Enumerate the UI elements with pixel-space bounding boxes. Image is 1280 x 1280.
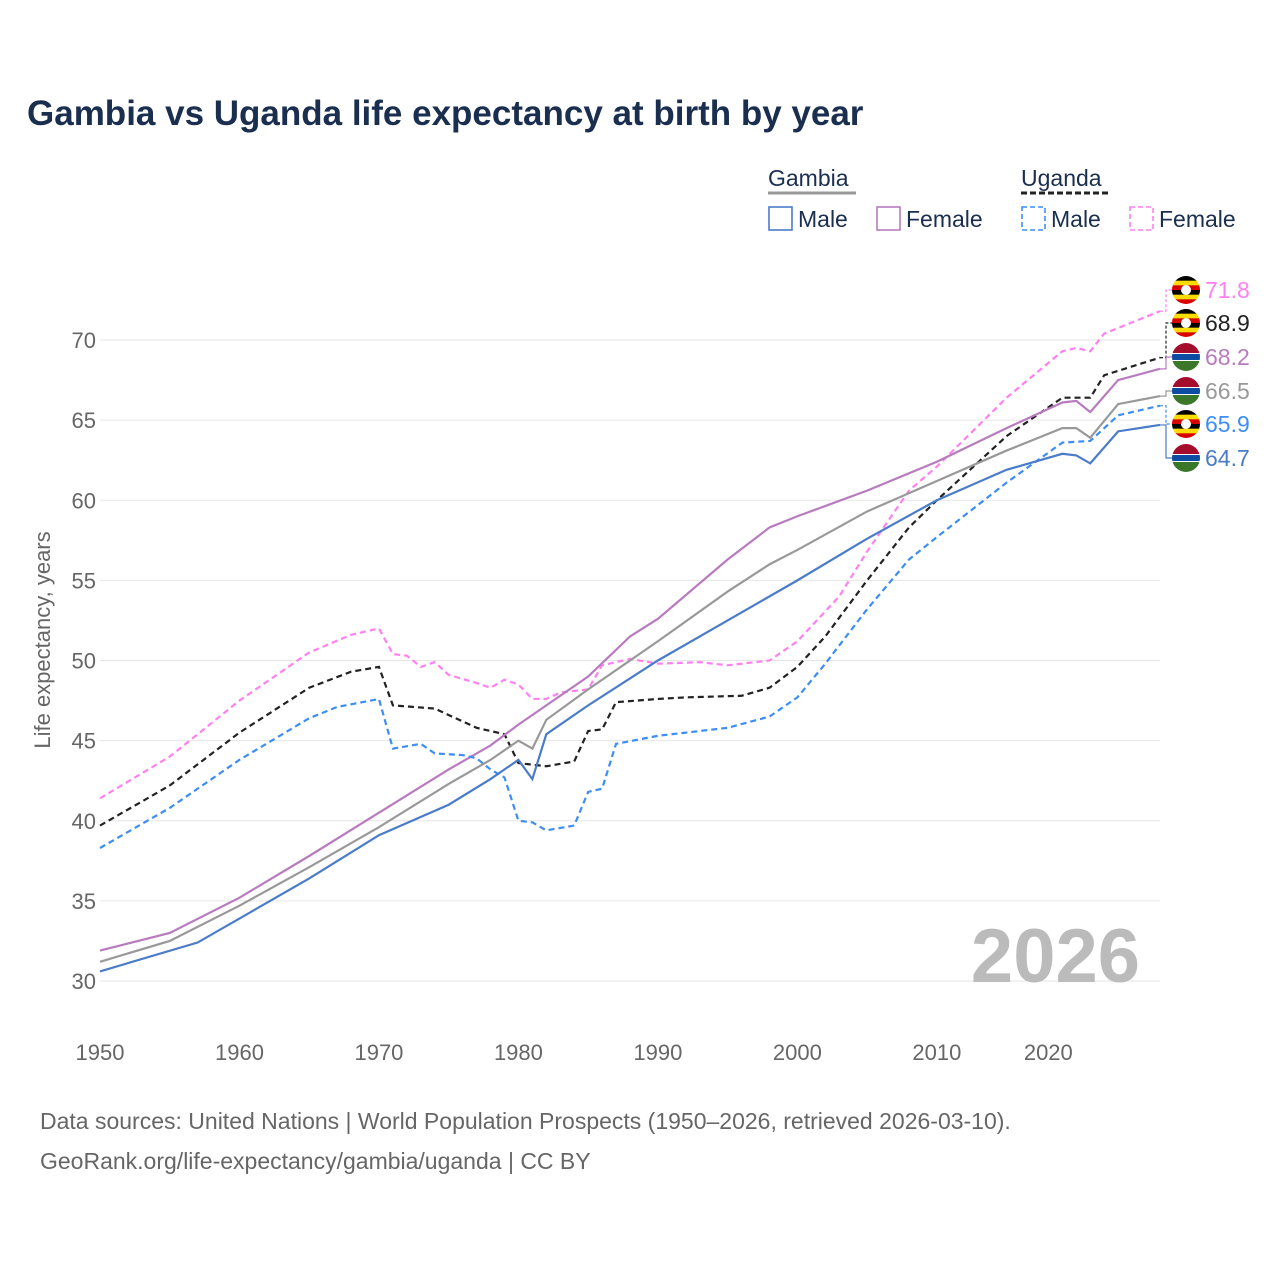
flag-stripe [1172, 309, 1200, 315]
legend-item-label: Male [1051, 206, 1101, 232]
legend-swatch [876, 206, 901, 231]
flag-emblem [1181, 318, 1191, 328]
flag-stripe [1172, 395, 1200, 405]
flag-stripe [1172, 276, 1200, 282]
chart-title: Gambia vs Uganda life expectancy at birt… [27, 94, 864, 133]
legend-swatch [768, 206, 793, 231]
flag-stripe [1172, 377, 1200, 387]
y-tick-label: 35 [72, 889, 96, 914]
flag-stripe [1172, 354, 1200, 360]
series-line-gambia-female [99, 367, 1161, 952]
y-tick-label: 50 [72, 649, 96, 674]
legend-group-title: Gambia [768, 165, 849, 191]
end-value-label: 64.7 [1205, 445, 1250, 471]
label-connector [1160, 322, 1172, 359]
flag-body [1172, 444, 1200, 472]
label-connector [1160, 356, 1172, 370]
end-value-label: 71.8 [1205, 277, 1250, 303]
y-axis-label: Life expectancy, years [30, 531, 55, 748]
legend-swatch [1021, 206, 1046, 231]
flag-body [1172, 410, 1200, 438]
flag-stripe [1172, 388, 1200, 394]
legend-group-title: Uganda [1021, 165, 1102, 191]
x-tick-label: 1980 [494, 1040, 543, 1065]
flag-stripe [1172, 313, 1200, 319]
flag-stripe [1172, 455, 1200, 461]
legend-item-label: Female [1159, 206, 1236, 232]
series-line-uganda-female [99, 310, 1161, 800]
flag-stripe [1172, 280, 1200, 286]
x-tick-label: 1950 [76, 1040, 125, 1065]
series-line-gambia-male [99, 423, 1161, 973]
end-value-label: 68.2 [1205, 344, 1250, 370]
flag-stripe [1172, 462, 1200, 472]
x-tick-label: 2000 [773, 1040, 822, 1065]
uganda-flag-icon [1172, 276, 1200, 304]
legend-item-label: Female [906, 206, 983, 232]
flag-stripe [1172, 332, 1200, 337]
flag-stripe [1172, 361, 1200, 371]
y-tick-label: 45 [72, 729, 96, 754]
uganda-flag-icon [1172, 410, 1200, 438]
series-line-gambia [99, 395, 1161, 963]
y-tick-label: 55 [72, 568, 96, 593]
series-line-uganda-male [99, 404, 1161, 849]
gambia-flag-icon [1172, 343, 1200, 371]
flag-stripe [1172, 410, 1200, 416]
year-watermark: 2026 [971, 914, 1140, 999]
legend-swatch [1129, 206, 1154, 231]
footer-sources: Data sources: United Nations | World Pop… [40, 1108, 1011, 1134]
x-tick-label: 2020 [1024, 1040, 1073, 1065]
flag-stripe [1172, 299, 1200, 304]
label-connector [1160, 289, 1172, 312]
end-value-label: 66.5 [1205, 378, 1250, 404]
flag-emblem [1181, 419, 1191, 429]
flag-stripe [1172, 428, 1200, 434]
flag-stripe [1172, 444, 1200, 454]
y-tick-label: 40 [72, 809, 96, 834]
flag-stripe [1172, 433, 1200, 438]
uganda-flag-icon [1172, 309, 1200, 337]
flag-emblem [1181, 285, 1191, 295]
end-value-label: 68.9 [1205, 310, 1250, 336]
label-connector [1160, 390, 1172, 397]
x-tick-label: 1970 [354, 1040, 403, 1065]
x-tick-label: 1960 [215, 1040, 264, 1065]
y-tick-label: 65 [72, 408, 96, 433]
flag-body [1172, 343, 1200, 371]
gambia-flag-icon [1172, 377, 1200, 405]
flag-stripe [1172, 294, 1200, 300]
flag-stripe [1172, 343, 1200, 353]
legend-item-label: Male [798, 206, 848, 232]
footer-link[interactable]: GeoRank.org/life-expectancy/gambia/ugand… [40, 1148, 591, 1174]
series-line-uganda [99, 356, 1161, 827]
x-tick-label: 2010 [912, 1040, 961, 1065]
label-connector [1160, 424, 1172, 459]
flag-stripe [1172, 327, 1200, 333]
x-tick-label: 1990 [633, 1040, 682, 1065]
gambia-flag-icon [1172, 444, 1200, 472]
y-tick-label: 30 [72, 969, 96, 994]
y-tick-label: 60 [72, 488, 96, 513]
y-tick-label: 70 [72, 328, 96, 353]
flag-body [1172, 377, 1200, 405]
label-connector [1160, 405, 1172, 425]
flag-body [1172, 309, 1200, 337]
flag-stripe [1172, 414, 1200, 420]
flag-body [1172, 276, 1200, 304]
end-value-label: 65.9 [1205, 411, 1250, 437]
